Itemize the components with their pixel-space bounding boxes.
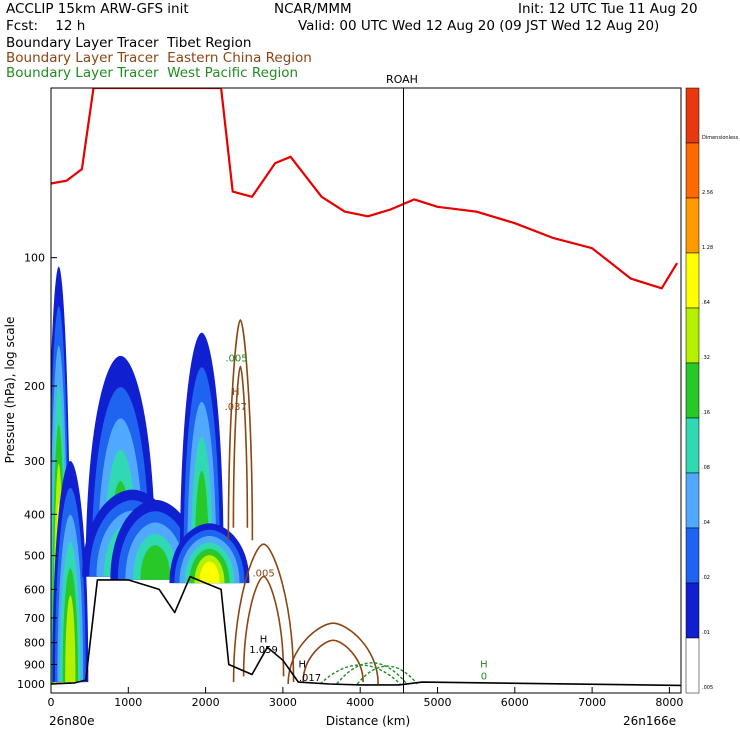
colorbar-label: .08 xyxy=(702,465,710,471)
x-tick-label: 1000 xyxy=(114,696,142,709)
tracer-field-tibet xyxy=(140,545,171,580)
legend-entry: Boundary Layer Tracer Tibet Region xyxy=(6,35,252,51)
colorbar-swatch xyxy=(685,142,700,199)
annotation-label: H xyxy=(232,387,240,398)
x-axis-label: Distance (km) xyxy=(326,714,410,728)
y-tick-label: 1000 xyxy=(17,678,45,691)
x-tick-label: 6000 xyxy=(501,696,529,709)
marker-label: ROAH xyxy=(386,73,418,86)
y-tick-label: 800 xyxy=(24,637,45,650)
y-tick-label: 300 xyxy=(24,455,45,468)
colorbar-label: .005 xyxy=(702,685,713,691)
left-endpoint-label: 26n80e xyxy=(49,714,95,728)
right-endpoint-label: 26n166e xyxy=(623,714,676,728)
contour-eastern-china xyxy=(242,575,285,677)
annotation-label: H xyxy=(298,660,306,671)
colorbar-swatch xyxy=(685,362,700,419)
colorbar-swatch xyxy=(685,582,700,639)
colorbar-label: .32 xyxy=(702,355,710,361)
institution: NCAR/MMM xyxy=(274,1,352,17)
y-tick-label: 600 xyxy=(24,583,45,596)
colorbar-label: .16 xyxy=(702,410,710,416)
annotation-label: 1.059 xyxy=(249,645,278,656)
x-tick-label: 4000 xyxy=(346,696,374,709)
x-tick-label: 3000 xyxy=(269,696,297,709)
annotation-label: .037 xyxy=(225,402,247,413)
colorbar-swatch xyxy=(685,307,700,364)
plot-frame xyxy=(50,87,682,694)
y-tick-label: 400 xyxy=(24,508,45,521)
x-tick-label: 5000 xyxy=(424,696,452,709)
tracer-field-tibet xyxy=(65,595,76,683)
tropopause-line xyxy=(51,88,679,290)
forecast-hour: Fcst: 12 h xyxy=(6,18,86,34)
contour-eastern-china xyxy=(232,365,249,528)
y-axis-label: Pressure (hPa), log scale xyxy=(3,317,17,464)
x-tick-label: 7000 xyxy=(578,696,606,709)
colorbar-swatch xyxy=(685,87,700,144)
tracer-field-tibet xyxy=(199,561,220,584)
contour-eastern-china xyxy=(232,543,295,683)
terrain-line xyxy=(51,575,681,687)
colorbar-label: Dimensionless xyxy=(702,135,739,141)
annotation-label: 0 xyxy=(481,671,487,682)
annotation-label: H xyxy=(480,660,488,671)
y-tick-label: 700 xyxy=(24,612,45,625)
x-tick-label: 8000 xyxy=(655,696,683,709)
contour-west-pacific xyxy=(356,665,418,685)
colorbar-swatch xyxy=(685,472,700,529)
colorbar-label: .01 xyxy=(702,630,710,636)
colorbar-swatch xyxy=(685,417,700,474)
contour-eastern-china xyxy=(302,639,364,683)
x-tick-label: 2000 xyxy=(192,696,220,709)
model-title: ACCLIP 15km ARW-GFS init xyxy=(6,1,189,17)
contour-eastern-china xyxy=(287,622,379,684)
colorbar-label: .02 xyxy=(702,575,710,581)
colorbar-label: .04 xyxy=(702,520,710,526)
legend-entry: Boundary Layer Tracer West Pacific Regio… xyxy=(6,65,299,81)
legend-entry: Boundary Layer Tracer Eastern China Regi… xyxy=(6,50,312,66)
annotation-label: .017 xyxy=(299,673,321,684)
annotation-label: H xyxy=(260,635,268,646)
colorbar-swatch xyxy=(685,527,700,584)
annotation-label: .005 xyxy=(252,569,274,580)
colorbar-swatch xyxy=(685,252,700,309)
x-tick-label: 0 xyxy=(48,696,55,709)
y-tick-label: 200 xyxy=(24,380,45,393)
valid-time: Valid: 00 UTC Wed 12 Aug 20 (09 JST Wed … xyxy=(298,18,660,34)
colorbar-label: 2.56 xyxy=(702,190,713,196)
colorbar-label: .64 xyxy=(702,300,710,306)
contour-west-pacific xyxy=(336,662,408,685)
colorbar-label: 1.28 xyxy=(702,245,713,251)
contour-eastern-china xyxy=(227,319,254,541)
y-tick-label: 900 xyxy=(24,658,45,671)
y-tick-label: 500 xyxy=(24,550,45,563)
colorbar-swatch xyxy=(685,637,700,694)
colorbar-swatch xyxy=(685,197,700,254)
y-tick-label: 100 xyxy=(24,252,45,265)
init-time: Init: 12 UTC Tue 11 Aug 20 xyxy=(518,1,698,17)
annotation-label: .005 xyxy=(225,353,247,364)
